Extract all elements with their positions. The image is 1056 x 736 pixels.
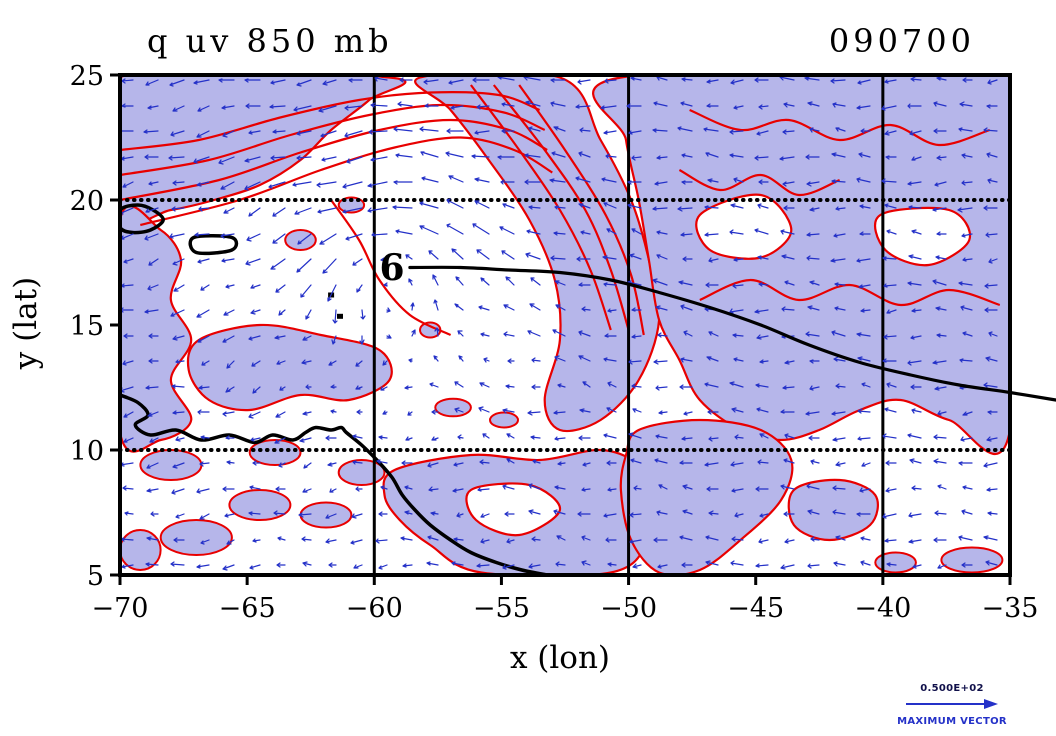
humidity-contour-layer <box>120 84 1001 336</box>
max-vector-caption: MAXIMUM VECTOR <box>897 716 1007 727</box>
storm-track-layer <box>408 265 1056 402</box>
y-axis-label: y (lat) <box>8 277 44 370</box>
humidity-shaded-layer <box>120 75 1010 575</box>
y-tick-label: 5 <box>87 561 104 592</box>
chart-title: q uv 850 mb <box>147 22 393 60</box>
max-vector-arrow-icon <box>906 699 998 709</box>
x-tick-label: −35 <box>982 593 1039 624</box>
x-tick-label: −65 <box>219 593 276 624</box>
storm-position-marker: 6 <box>379 247 404 289</box>
x-tick-label: −45 <box>727 593 784 624</box>
y-tick-label: 15 <box>70 311 104 342</box>
x-tick-label: −70 <box>92 593 149 624</box>
wind-vectors-layer <box>120 75 998 571</box>
y-tick-label: 20 <box>70 186 104 217</box>
y-tick-label: 25 <box>70 61 104 92</box>
max-vector-value: 0.500E+02 <box>920 683 983 694</box>
x-tick-label: −40 <box>854 593 911 624</box>
chart-timestamp: 090700 <box>829 22 975 60</box>
x-tick-label: −60 <box>346 593 403 624</box>
grid-lines-layer <box>120 75 1010 575</box>
y-tick-label: 10 <box>70 436 104 467</box>
axes-layer: −70 −65 −60 −55 −50 −45 −40 −35 5 10 15 20 25 <box>70 61 1039 624</box>
x-tick-label: −50 <box>600 593 657 624</box>
x-axis-label: x (lon) <box>510 640 610 676</box>
x-tick-label: −55 <box>473 593 530 624</box>
